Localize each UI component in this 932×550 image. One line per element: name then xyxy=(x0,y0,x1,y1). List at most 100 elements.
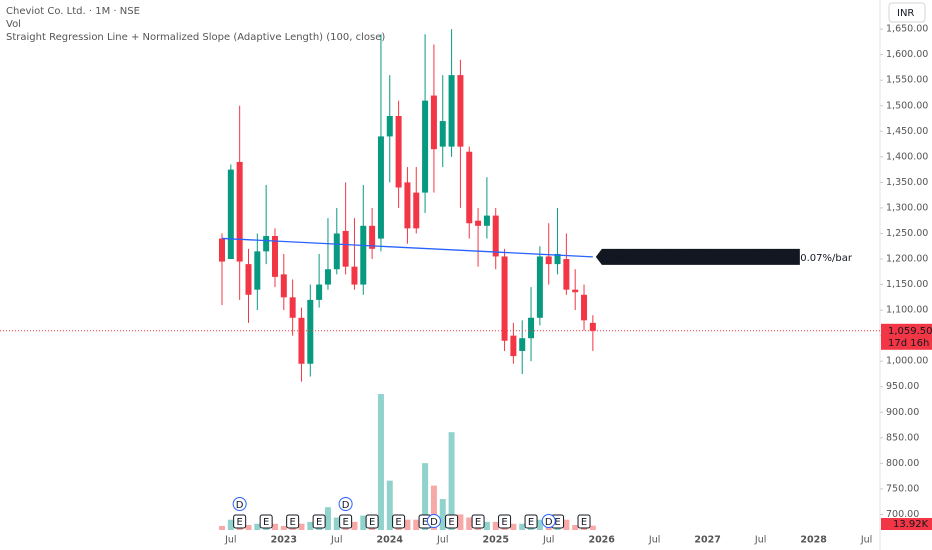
candle-body xyxy=(492,215,499,257)
y-tick-label: 700.00 xyxy=(886,509,919,520)
y-tick-label: 1,400.00 xyxy=(886,151,928,162)
candle-body xyxy=(280,274,287,298)
y-tick-label: 1,550.00 xyxy=(886,75,928,86)
volume-bar xyxy=(227,519,234,530)
dividend-marker xyxy=(541,514,556,528)
volume-bar xyxy=(563,519,570,530)
chart-title: Cheviot Co. Ltd. · 1M · NSE xyxy=(6,6,140,17)
volume-bar xyxy=(360,515,367,530)
volume-bar xyxy=(219,525,225,530)
candle-body xyxy=(254,251,261,290)
y-tick-label: 1,500.00 xyxy=(886,100,928,111)
y-tick-label: 1,150.00 xyxy=(886,279,928,290)
x-tick-label: Jul xyxy=(648,535,660,546)
earnings-label: E xyxy=(501,517,507,528)
volume-bar xyxy=(536,519,543,530)
volume-bar xyxy=(413,519,420,530)
y-tick-label: 1,100.00 xyxy=(886,305,928,316)
regression-label: Candles: 43 | Slope: -0.85951 | Norm: -0… xyxy=(605,253,853,264)
volume-bar xyxy=(386,480,393,530)
earnings-marker xyxy=(498,514,512,529)
last-volume-label: 13.92K xyxy=(893,519,929,530)
volume-bar xyxy=(377,394,384,530)
candle-body xyxy=(475,220,482,226)
earnings-label: E xyxy=(448,517,454,528)
volume-bar xyxy=(448,432,455,530)
y-tick-label: 1,650.00 xyxy=(886,24,928,35)
volume-bar xyxy=(280,525,287,530)
volume-bar xyxy=(457,514,464,530)
y-tick-label: 1,250.00 xyxy=(886,228,928,239)
earnings-marker xyxy=(339,514,353,529)
earnings-marker xyxy=(259,514,273,529)
volume-bar xyxy=(298,523,305,530)
candle-body xyxy=(316,284,323,300)
volume-title: Vol xyxy=(6,19,21,30)
candle-body xyxy=(289,297,296,318)
earnings-marker xyxy=(286,514,300,529)
candle-body xyxy=(245,264,252,295)
volume-bar xyxy=(422,463,429,530)
candle-body xyxy=(236,161,243,262)
earnings-label: E xyxy=(316,517,322,528)
dividend-marker xyxy=(232,497,247,511)
indicator-title: Straight Regression Line + Normalized Sl… xyxy=(6,32,385,43)
earnings-label: E xyxy=(263,517,269,528)
currency-button[interactable] xyxy=(888,2,926,23)
candle-body xyxy=(413,192,420,229)
y-tick-label: 1,000.00 xyxy=(886,356,928,367)
y-tick-label: 750.00 xyxy=(886,483,919,494)
currency[interactable]: INR xyxy=(897,8,914,19)
x-tick-label: Jul xyxy=(542,535,554,546)
earnings-marker xyxy=(312,514,326,529)
candle-body xyxy=(439,121,446,147)
y-tick-label: 1,300.00 xyxy=(886,202,928,213)
earnings-label: E xyxy=(581,517,587,528)
earnings-label: E xyxy=(236,517,242,528)
volume-bar xyxy=(439,499,446,530)
earnings-label: E xyxy=(369,517,375,528)
candle-body xyxy=(448,75,455,147)
regression-label-box xyxy=(595,248,800,265)
earnings-marker xyxy=(392,514,406,529)
x-tick-label: Jul xyxy=(860,535,872,546)
earnings-label: E xyxy=(475,517,481,528)
candle-body xyxy=(466,151,473,224)
candle-body xyxy=(404,182,411,229)
candle-body xyxy=(536,256,543,318)
volume-bar xyxy=(324,507,331,530)
dividend-label: D xyxy=(430,517,438,528)
volume-bar xyxy=(333,517,340,530)
y-tick-label: 1,450.00 xyxy=(886,126,928,137)
candle-body xyxy=(519,338,526,351)
candle-body xyxy=(545,256,552,265)
candle-body xyxy=(563,259,570,290)
candle-body xyxy=(271,236,278,277)
candle-body xyxy=(342,230,349,267)
last-price-box xyxy=(881,323,932,350)
x-tick-label: 2027 xyxy=(694,535,720,546)
candle-body xyxy=(351,266,358,285)
y-tick-label: 1,200.00 xyxy=(886,254,928,265)
dividend-label: D xyxy=(236,500,244,511)
candle-body xyxy=(395,115,402,188)
x-tick-label: Jul xyxy=(754,535,766,546)
volume-bar xyxy=(572,525,579,530)
volume-bar xyxy=(307,521,314,530)
candle-body xyxy=(589,322,596,331)
candle-body xyxy=(333,233,340,270)
candle-body xyxy=(324,269,331,285)
volume-bar xyxy=(483,521,490,530)
volume-bar xyxy=(351,521,358,530)
volume-bar xyxy=(510,523,517,530)
last-price-label: 1,059.50 xyxy=(888,326,932,337)
earnings-label: E xyxy=(289,517,295,528)
earnings-label: E xyxy=(342,517,348,528)
candle-body xyxy=(422,100,429,193)
x-tick-label: 2028 xyxy=(800,535,827,546)
earnings-marker xyxy=(524,514,538,529)
volume-bar xyxy=(519,523,526,530)
volume-bar xyxy=(466,517,473,530)
earnings-label: E xyxy=(528,517,534,528)
